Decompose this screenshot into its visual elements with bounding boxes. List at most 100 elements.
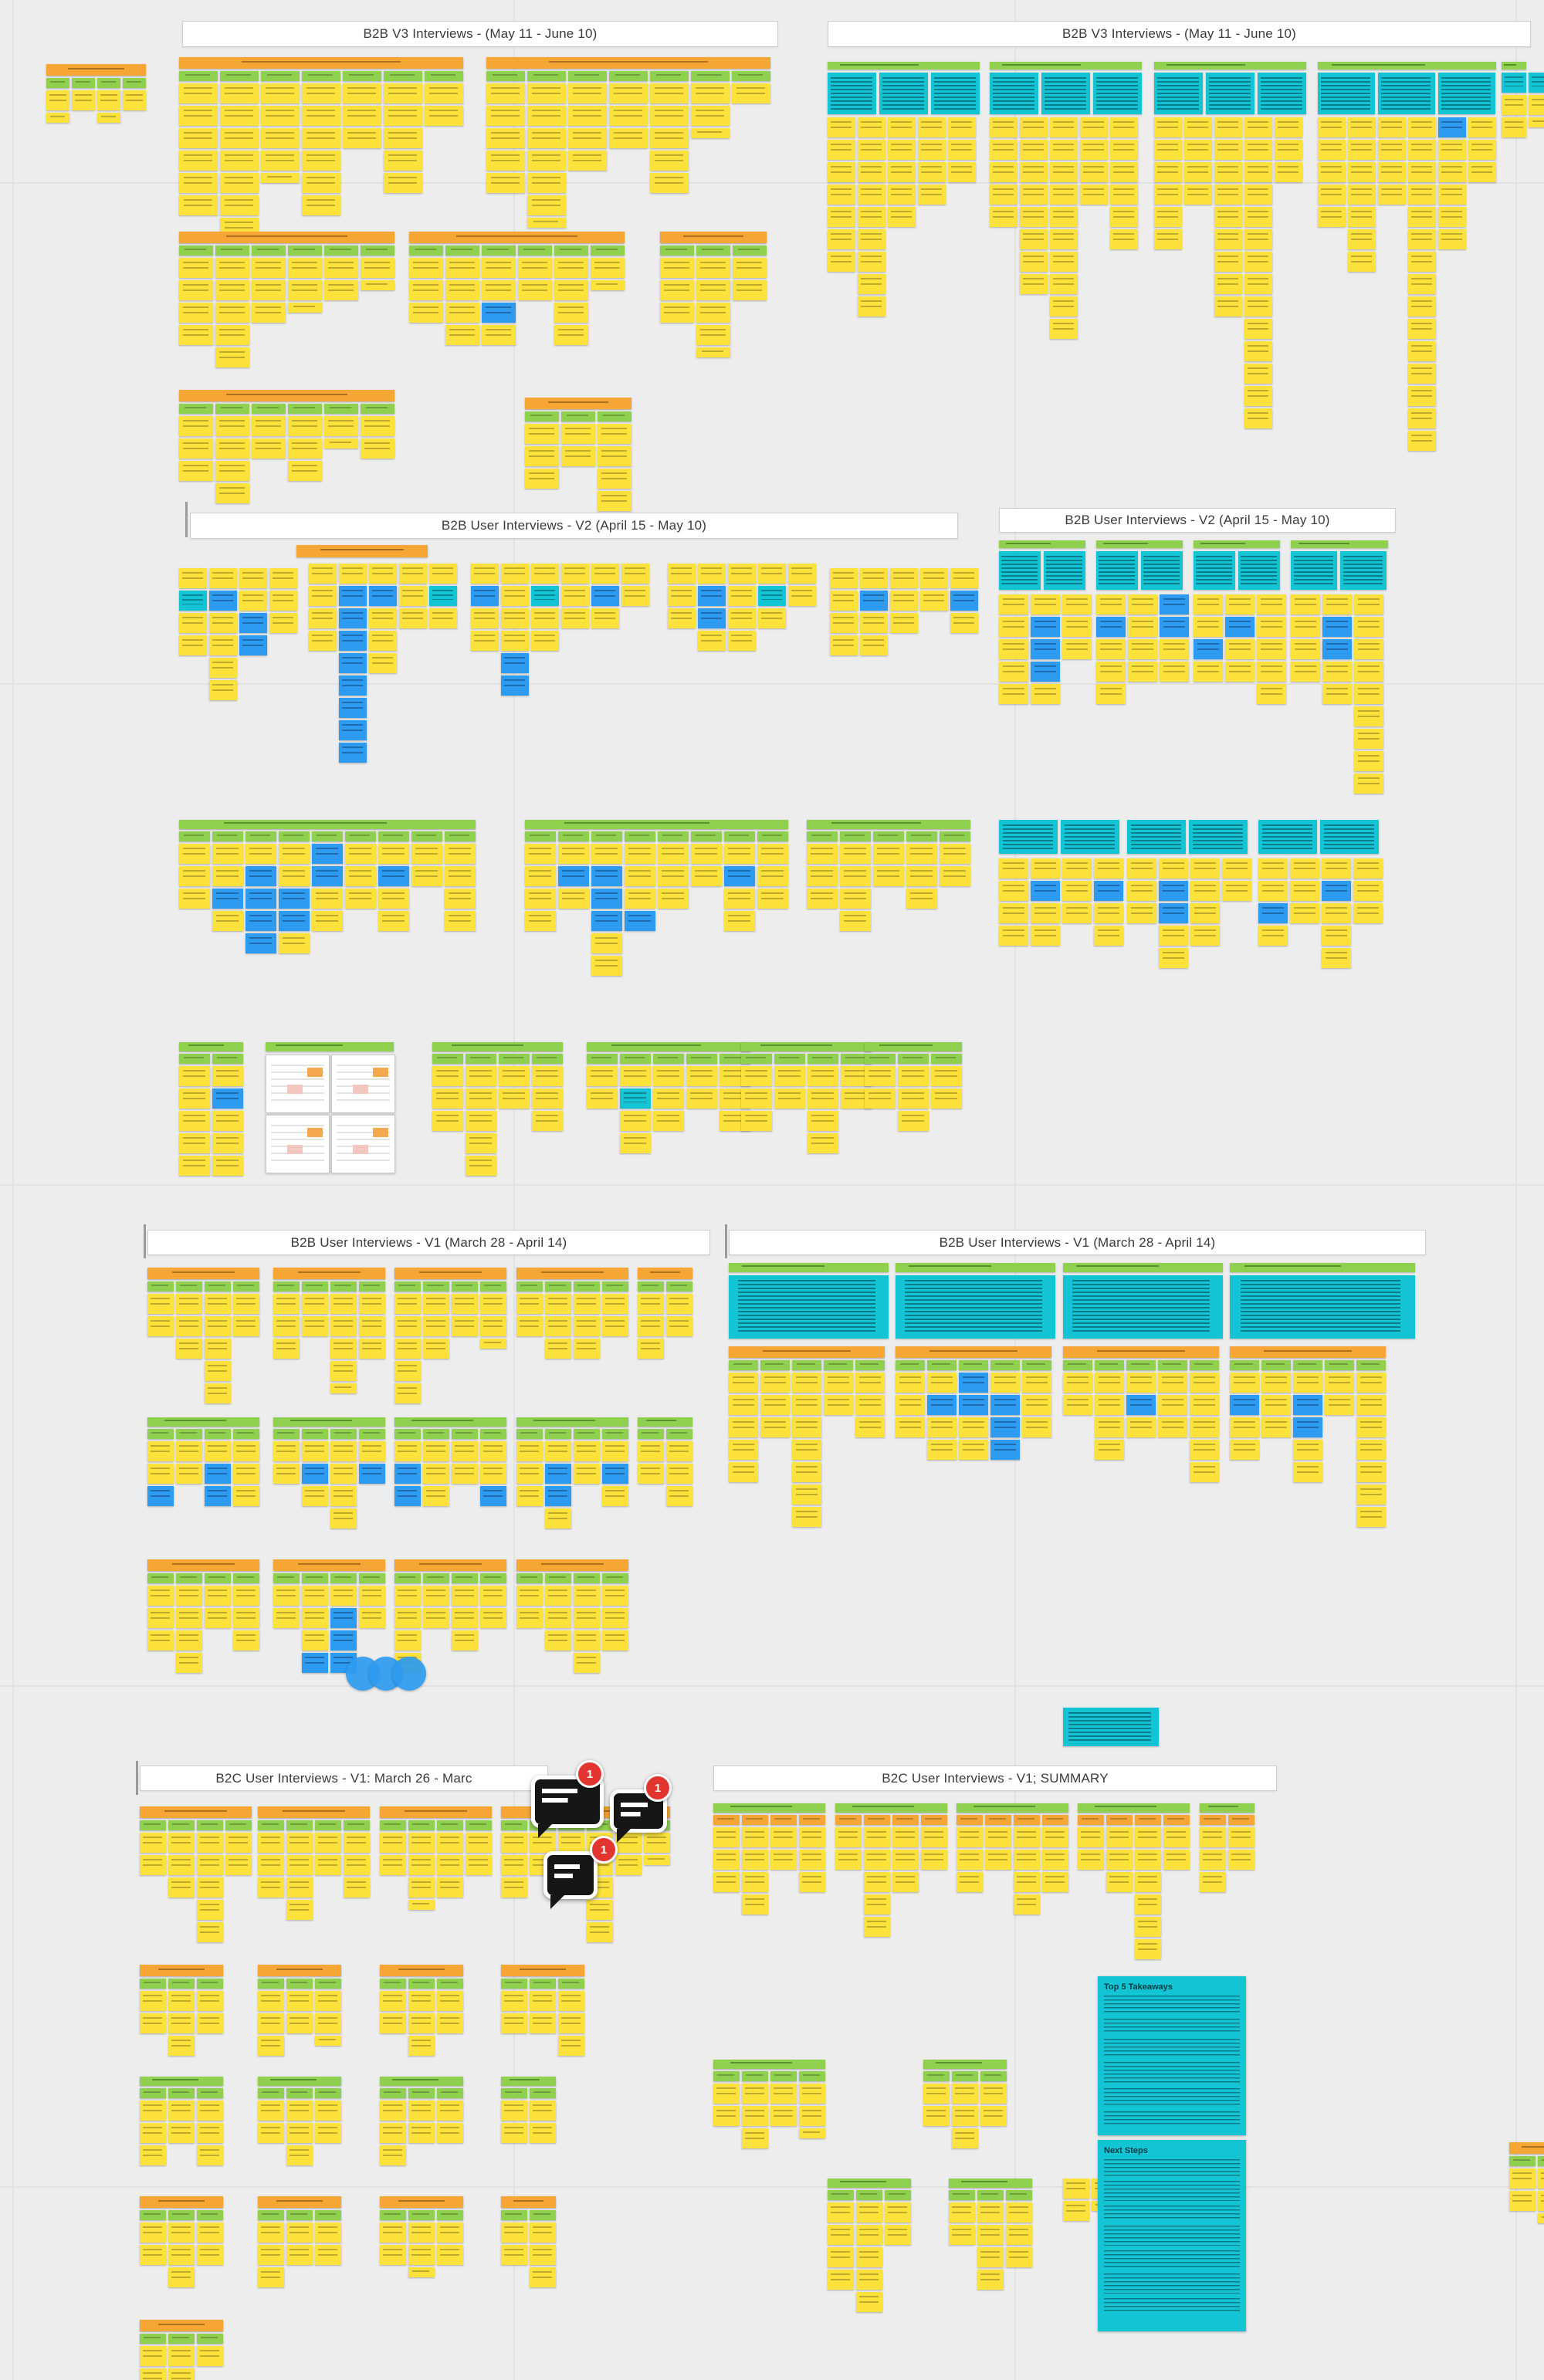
sticky-note[interactable] — [792, 1507, 821, 1527]
sticky-note[interactable] — [742, 1850, 768, 1870]
sticky-note[interactable] — [445, 303, 479, 323]
cluster-label-note[interactable] — [713, 2060, 825, 2069]
sticky-note[interactable] — [840, 831, 871, 841]
sticky-note[interactable] — [1244, 274, 1272, 294]
sticky-note[interactable] — [408, 1900, 435, 1910]
sticky-note[interactable] — [1022, 1417, 1051, 1437]
sticky-note[interactable] — [220, 151, 259, 171]
sticky-note[interactable] — [220, 173, 259, 193]
sticky-note[interactable] — [1127, 903, 1156, 923]
sticky-note[interactable] — [286, 1833, 313, 1853]
cluster-label-bar[interactable] — [729, 1263, 889, 1272]
sticky-note[interactable] — [380, 2101, 406, 2121]
sticky-note[interactable] — [985, 1815, 1011, 1825]
sticky-note[interactable] — [471, 564, 499, 584]
sticky-note[interactable] — [1031, 858, 1060, 879]
sticky-note[interactable] — [638, 1339, 664, 1359]
sticky-note[interactable] — [1214, 140, 1242, 160]
sticky-note[interactable] — [574, 1281, 600, 1292]
sticky-note[interactable] — [999, 662, 1028, 682]
sticky-note[interactable] — [1106, 1827, 1133, 1847]
sticky-note[interactable] — [140, 2334, 166, 2344]
sticky-note[interactable] — [501, 1820, 527, 1830]
sticky-note[interactable] — [1322, 858, 1351, 879]
sticky-note[interactable] — [1050, 207, 1078, 227]
summary-sticky-note[interactable] — [1230, 1275, 1415, 1339]
sticky-note[interactable] — [545, 1441, 571, 1461]
sticky-note[interactable] — [394, 1630, 421, 1650]
sticky-note[interactable] — [1050, 185, 1078, 205]
sticky-note[interactable] — [1184, 185, 1212, 205]
sticky-note[interactable] — [860, 568, 888, 588]
sticky-note[interactable] — [1031, 594, 1060, 614]
sticky-note[interactable] — [1095, 1395, 1124, 1415]
sticky-note[interactable] — [918, 162, 946, 182]
sticky-note[interactable] — [1502, 117, 1526, 137]
sticky-note[interactable] — [808, 1054, 838, 1064]
sticky-note[interactable] — [774, 1088, 805, 1109]
sticky-note[interactable] — [315, 1855, 341, 1875]
cluster-header-note[interactable] — [501, 1965, 584, 1976]
sticky-note[interactable] — [691, 128, 730, 138]
sticky-note[interactable] — [855, 1373, 885, 1393]
sticky-note[interactable] — [1378, 140, 1406, 160]
sticky-note[interactable] — [1194, 594, 1223, 614]
sticky-note[interactable] — [952, 2071, 978, 2081]
sticky-note[interactable] — [258, 1820, 284, 1830]
sticky-note[interactable] — [516, 1441, 543, 1461]
sticky-note[interactable] — [1348, 162, 1376, 182]
sticky-note[interactable] — [315, 1833, 341, 1853]
sticky-note[interactable] — [501, 2245, 527, 2265]
sticky-note[interactable] — [691, 106, 730, 126]
sticky-note[interactable] — [394, 1361, 421, 1381]
summary-sticky-note[interactable] — [1318, 73, 1375, 114]
sticky-note[interactable] — [425, 83, 463, 103]
sticky-note[interactable] — [361, 404, 394, 414]
summary-sticky-note[interactable] — [1063, 1708, 1159, 1746]
sticky-note[interactable] — [1225, 662, 1254, 682]
sticky-note[interactable] — [1509, 2156, 1536, 2166]
sticky-note[interactable] — [977, 2225, 1004, 2245]
sticky-note[interactable] — [209, 680, 237, 700]
sticky-note[interactable] — [1190, 1360, 1219, 1370]
sticky-note[interactable] — [1194, 662, 1223, 682]
sticky-note[interactable] — [864, 1894, 890, 1914]
sticky-note[interactable] — [906, 831, 937, 841]
sticky-note[interactable] — [437, 2223, 463, 2243]
sticky-note[interactable] — [1031, 639, 1060, 659]
sticky-note[interactable] — [480, 1294, 506, 1314]
sticky-note[interactable] — [1353, 903, 1383, 923]
sticky-note[interactable] — [233, 1573, 259, 1583]
sticky-note[interactable] — [140, 2210, 166, 2220]
sticky-note[interactable] — [1080, 140, 1108, 160]
sticky-note[interactable] — [1257, 662, 1286, 682]
sticky-note[interactable] — [269, 613, 297, 633]
sticky-note[interactable] — [1154, 162, 1182, 182]
sticky-note[interactable] — [650, 83, 689, 103]
sticky-note[interactable] — [176, 1464, 202, 1484]
sticky-note[interactable] — [258, 1877, 284, 1898]
sticky-note[interactable] — [1096, 594, 1126, 614]
sticky-note[interactable] — [1275, 117, 1302, 137]
sticky-note[interactable] — [361, 280, 394, 290]
sticky-note[interactable] — [799, 1850, 825, 1870]
sticky-note[interactable] — [858, 252, 885, 272]
sticky-note[interactable] — [896, 1395, 925, 1415]
sticky-note[interactable] — [432, 1088, 463, 1109]
sticky-note[interactable] — [525, 469, 559, 489]
sticky-note[interactable] — [423, 1608, 449, 1628]
sticky-note[interactable] — [888, 207, 916, 227]
sticky-note[interactable] — [429, 608, 457, 628]
sticky-note[interactable] — [140, 2123, 166, 2143]
sticky-note[interactable] — [1050, 252, 1078, 272]
sticky-note[interactable] — [1200, 1850, 1226, 1870]
sticky-note[interactable] — [179, 258, 213, 278]
sticky-note[interactable] — [286, 1820, 313, 1830]
sticky-note[interactable] — [445, 258, 479, 278]
next-steps-note[interactable]: Next Steps — [1098, 2140, 1246, 2331]
sticky-note[interactable] — [620, 1088, 651, 1109]
sticky-note[interactable] — [286, 1979, 313, 1989]
cluster-header-note[interactable] — [516, 1559, 628, 1571]
sticky-note[interactable] — [574, 1441, 600, 1461]
sticky-note[interactable] — [273, 1281, 300, 1292]
